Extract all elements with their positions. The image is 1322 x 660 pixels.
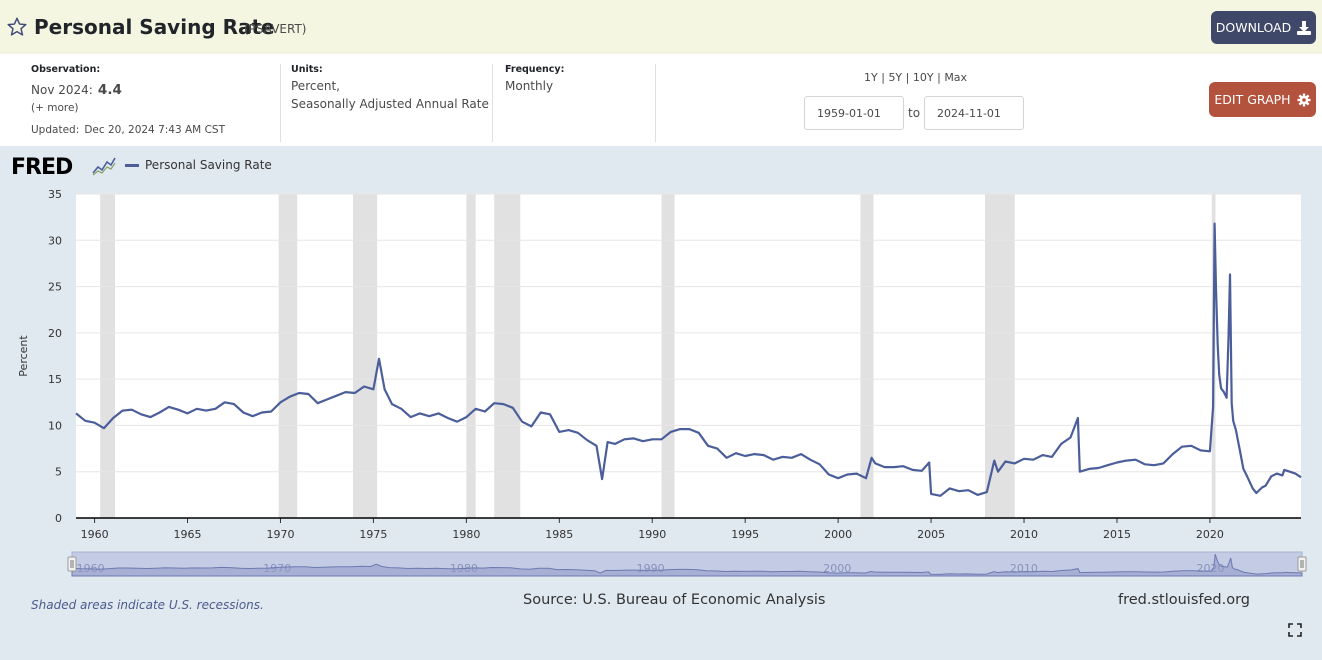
- range-separator: |: [937, 71, 941, 84]
- updated-label: Updated:: [31, 124, 80, 136]
- fullscreen-icon[interactable]: [1288, 623, 1302, 637]
- to-label: to: [908, 106, 921, 120]
- plot-background: [76, 194, 1301, 518]
- observation-period: Nov 2024:: [31, 83, 93, 97]
- title-bar: Personal Saving Rate (PSAVERT) DOWNLOAD: [0, 0, 1322, 54]
- units-label: Units:: [291, 64, 323, 75]
- navigator-label: 2000: [823, 562, 851, 575]
- observation-label: Observation:: [31, 64, 101, 75]
- x-tick-label: 1970: [266, 528, 294, 541]
- navigator-left-handle[interactable]: [67, 556, 77, 572]
- x-tick-label: 1980: [452, 528, 480, 541]
- x-tick-label: 2010: [1010, 528, 1038, 541]
- x-tick-label: 1975: [359, 528, 387, 541]
- download-button[interactable]: DOWNLOAD: [1211, 11, 1316, 44]
- star-outline-icon[interactable]: [6, 16, 28, 38]
- source-text: Source: U.S. Bureau of Economic Analysis: [523, 592, 826, 608]
- observation-panel: Observation: Nov 2024: 4.4 (+ more) Upda…: [31, 64, 225, 137]
- x-tick-label: 1965: [174, 528, 202, 541]
- legend-swatch: [125, 163, 139, 167]
- y-tick-label: 25: [48, 281, 62, 294]
- y-tick-label: 10: [48, 419, 62, 432]
- x-tick-label: 2020: [1196, 528, 1224, 541]
- y-tick-label: 15: [48, 373, 62, 386]
- series-line-personal-saving-rate: [75, 222, 1302, 497]
- range-1y[interactable]: 1Y: [864, 71, 878, 84]
- recession-band: [466, 194, 476, 518]
- x-tick-label: 1985: [545, 528, 573, 541]
- y-tick-label: 20: [48, 327, 62, 340]
- edit-graph-button[interactable]: EDIT GRAPH: [1209, 82, 1316, 117]
- x-tick-label: 2000: [824, 528, 852, 541]
- range-max[interactable]: Max: [944, 71, 968, 84]
- y-tick-label: 5: [55, 466, 62, 479]
- observation-line: Nov 2024: 4.4: [31, 79, 225, 99]
- recession-band: [984, 194, 1015, 518]
- range-selector: 1Y | 5Y | 10Y | Max: [864, 71, 967, 84]
- navigator-series: [71, 554, 1303, 577]
- divider: [280, 64, 281, 142]
- x-tick-label: 2005: [917, 528, 945, 541]
- end-date-input[interactable]: [924, 96, 1024, 130]
- fred-logo-mark-icon: [92, 156, 116, 176]
- download-label: DOWNLOAD: [1215, 20, 1292, 35]
- recession-band: [860, 194, 874, 518]
- range-5y[interactable]: 5Y: [888, 71, 903, 84]
- units-line2: Seasonally Adjusted Annual Rate: [291, 97, 489, 111]
- x-tick-label: 2015: [1103, 528, 1131, 541]
- recession-note: Shaded areas indicate U.S. recessions.: [31, 598, 264, 612]
- y-tick-label: 35: [48, 188, 62, 201]
- frequency-value: Monthly: [505, 79, 554, 93]
- gear-icon: [1297, 93, 1311, 106]
- chart-legend: Personal Saving Rate: [125, 158, 272, 172]
- recession-band: [494, 194, 521, 518]
- recession-band: [661, 194, 675, 518]
- updated-value: Dec 20, 2024 7:43 AM CST: [84, 124, 225, 136]
- range-10y[interactable]: 10Y: [912, 71, 934, 84]
- more-link[interactable]: (+ more): [31, 102, 79, 114]
- navigator-right-handle[interactable]: [1297, 556, 1307, 572]
- y-tick-label: 0: [55, 512, 62, 525]
- edit-graph-label: EDIT GRAPH: [1214, 92, 1291, 107]
- y-axis-title: Percent: [17, 335, 30, 377]
- range-separator: |: [881, 71, 885, 84]
- fred-url[interactable]: fred.stlouisfed.org: [1118, 592, 1251, 608]
- download-icon: [1297, 20, 1312, 35]
- x-tick-label: 1960: [81, 528, 109, 541]
- recession-band: [278, 194, 298, 518]
- divider: [492, 64, 493, 142]
- line-chart[interactable]: 0 5 10 15 20 25 30 35 1960 1965 1970 1975 1980 1985 19…: [0, 146, 1322, 586]
- observation-value: 4.4: [97, 82, 122, 98]
- units-panel: Units: Percent, Seasonally Adjusted Annu…: [291, 64, 489, 113]
- metadata-bar: Observation: Nov 2024: 4.4 (+ more) Upda…: [0, 54, 1322, 146]
- page-title: Personal Saving Rate: [34, 15, 275, 39]
- recession-band: [100, 194, 116, 518]
- divider: [655, 64, 656, 142]
- y-tick-label: 30: [48, 234, 62, 247]
- units-line1: Percent,: [291, 79, 340, 93]
- frequency-label: Frequency:: [505, 64, 565, 75]
- updated-line: Updated: Dec 20, 2024 7:43 AM CST: [31, 118, 225, 137]
- range-separator: |: [905, 71, 910, 84]
- legend-label: Personal Saving Rate: [145, 158, 272, 172]
- range-navigator[interactable]: 1960197019801990200020102020: [0, 548, 1322, 580]
- frequency-panel: Frequency: Monthly: [505, 64, 564, 95]
- start-date-input[interactable]: [804, 96, 904, 130]
- recession-band: [352, 194, 378, 518]
- series-id: (PSAVERT): [244, 22, 307, 36]
- x-tick-label: 1990: [638, 528, 666, 541]
- fred-logo: FRED: [11, 155, 73, 180]
- x-tick-label: 1995: [731, 528, 759, 541]
